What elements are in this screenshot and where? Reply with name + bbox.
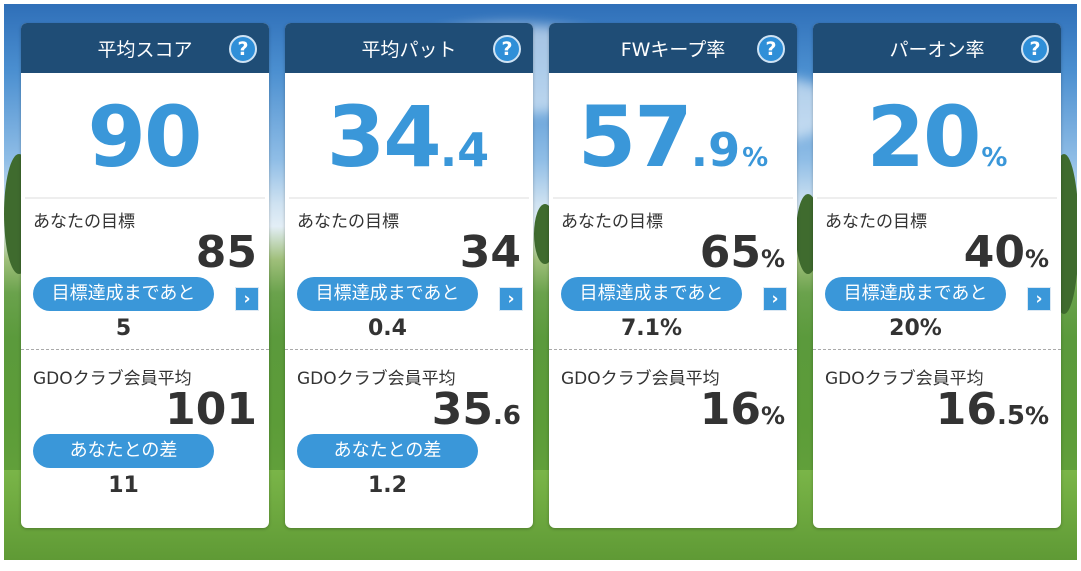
help-icon[interactable]: ?	[1021, 35, 1049, 63]
card-title: パーオン率	[889, 38, 985, 61]
dashed-divider	[21, 349, 269, 350]
goal-label: あなたの目標	[33, 212, 135, 232]
card-title: 平均パット	[361, 38, 457, 61]
goal-value: 34	[285, 229, 533, 277]
goal-value-unit: %	[1024, 245, 1049, 273]
card-header: 平均パット ?	[285, 23, 533, 73]
goal-label: あなたの目標	[297, 212, 399, 232]
member-average-decimal: .5	[996, 401, 1025, 431]
goal-value-integer: 85	[195, 227, 257, 278]
stat-card-average-putts: 平均パット ? 34 .4 あなたの目標 34 目標達成まであと › 0.4 G…	[285, 23, 533, 528]
member-average-label: GDOクラブ会員平均	[825, 369, 984, 389]
member-average-value: 16.5%	[813, 386, 1061, 434]
stat-card-green-in-regulation: パーオン率 ? 20 % あなたの目標 40% 目標達成まであと › 20% G…	[813, 23, 1061, 528]
divider	[553, 197, 793, 199]
remaining-value: 5	[115, 316, 132, 341]
difference-value: 11	[108, 473, 139, 498]
member-average-integer: 16	[935, 384, 997, 435]
remaining-row: 目標達成まであと ›	[21, 277, 269, 315]
member-average-value: 16%	[549, 386, 797, 434]
main-value: 34 .4	[285, 73, 533, 197]
difference-row: あなたとの差	[285, 434, 533, 472]
remaining-badge: 目標達成まであと	[297, 277, 478, 311]
chevron-right-icon[interactable]: ›	[235, 287, 259, 311]
remaining-value: 7.1%	[620, 316, 682, 341]
remaining-badge: 目標達成まであと	[561, 277, 742, 311]
main-value-decimal: .4	[439, 123, 490, 177]
main-value-decimal: .9	[690, 123, 741, 177]
card-title: 平均スコア	[97, 38, 193, 61]
main-value: 90	[21, 73, 269, 197]
remaining-row: 目標達成まであと ›	[549, 277, 797, 315]
member-average-label: GDOクラブ会員平均	[33, 369, 192, 389]
goal-label: あなたの目標	[825, 212, 927, 232]
member-average-integer: 35	[431, 384, 494, 435]
main-value-unit: %	[981, 143, 1008, 173]
goal-value-integer: 65	[699, 227, 761, 278]
dashed-divider	[549, 349, 797, 350]
member-average-unit: %	[1024, 402, 1049, 430]
remaining-badge: 目標達成まであと	[825, 277, 1006, 311]
card-header: FWキープ率 ?	[549, 23, 797, 73]
help-icon[interactable]: ?	[493, 35, 521, 63]
main-value: 57 .9 %	[549, 73, 797, 197]
main-value-unit: %	[742, 143, 769, 173]
dashed-divider	[285, 349, 533, 350]
remaining-value: 20%	[889, 316, 942, 341]
member-average-label: GDOクラブ会員平均	[561, 369, 720, 389]
difference-badge: あなたとの差	[33, 434, 214, 468]
member-average-value: 35.6	[285, 386, 533, 434]
divider	[817, 197, 1057, 199]
remaining-value: 0.4	[368, 316, 407, 341]
card-header: パーオン率 ?	[813, 23, 1061, 73]
member-average-decimal: .6	[493, 401, 521, 431]
card-title: FWキープ率	[620, 38, 726, 61]
stat-card-average-score: 平均スコア ? 90 あなたの目標 85 目標達成まであと › 5 GDOクラブ…	[21, 23, 269, 528]
difference-row: あなたとの差	[21, 434, 269, 472]
card-header: 平均スコア ?	[21, 23, 269, 73]
main-value-integer: 90	[87, 88, 203, 186]
chevron-right-icon[interactable]: ›	[763, 287, 787, 311]
main-value-integer: 20	[866, 88, 982, 186]
member-average-label: GDOクラブ会員平均	[297, 369, 456, 389]
difference-value: 1.2	[368, 473, 407, 498]
main-value-integer: 34	[326, 88, 442, 186]
main-value: 20 %	[813, 73, 1061, 197]
remaining-badge: 目標達成まであと	[33, 277, 214, 311]
member-average-value: 101	[21, 386, 269, 434]
main-value-integer: 57	[577, 88, 693, 186]
stat-card-fairway-keep-rate: FWキープ率 ? 57 .9 % あなたの目標 65% 目標達成まであと › 7…	[549, 23, 797, 528]
dashed-divider	[813, 349, 1061, 350]
goal-value-integer: 40	[963, 227, 1025, 278]
remaining-row: 目標達成まであと ›	[285, 277, 533, 315]
chevron-right-icon[interactable]: ›	[1027, 287, 1051, 311]
help-icon[interactable]: ?	[757, 35, 785, 63]
remaining-row: 目標達成まであと ›	[813, 277, 1061, 315]
goal-value-unit: %	[760, 245, 785, 273]
divider	[289, 197, 529, 199]
member-average-integer: 101	[165, 384, 257, 435]
chevron-right-icon[interactable]: ›	[499, 287, 523, 311]
divider	[25, 197, 265, 199]
member-average-unit: %	[760, 402, 785, 430]
goal-value: 40%	[813, 229, 1061, 277]
goal-value: 85	[21, 229, 269, 277]
goal-value: 65%	[549, 229, 797, 277]
help-icon[interactable]: ?	[229, 35, 257, 63]
goal-label: あなたの目標	[561, 212, 663, 232]
member-average-integer: 16	[699, 384, 761, 435]
difference-badge: あなたとの差	[297, 434, 478, 468]
goal-value-integer: 34	[459, 227, 521, 278]
